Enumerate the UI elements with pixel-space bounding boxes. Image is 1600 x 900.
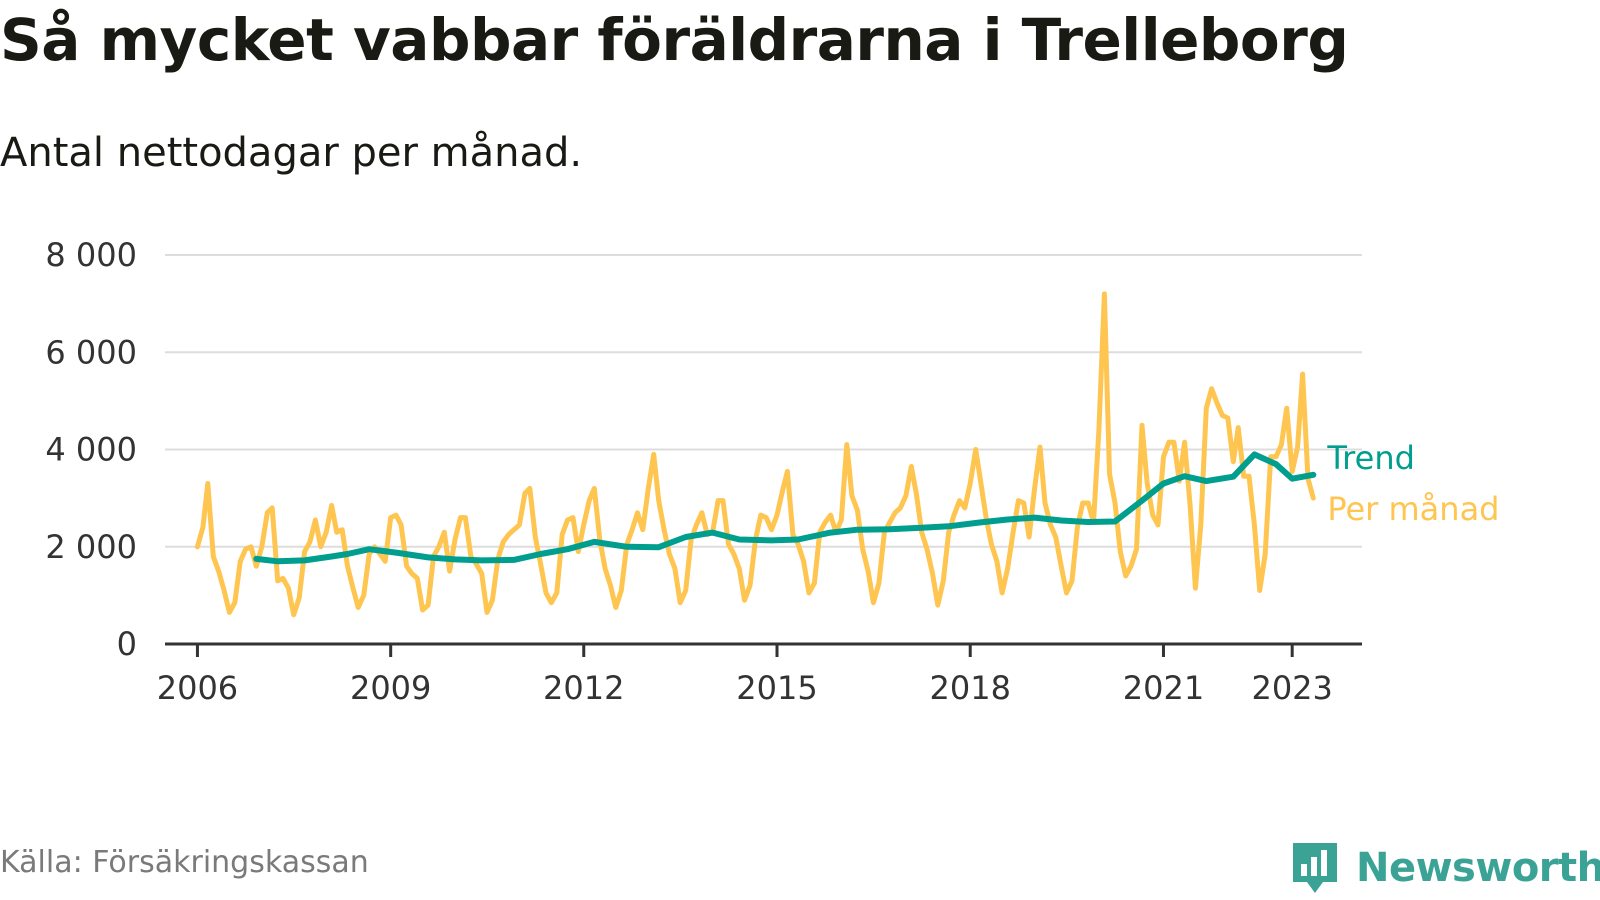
series-label: Trend bbox=[1326, 439, 1415, 477]
x-tick-label: 2018 bbox=[930, 669, 1011, 707]
x-tick-label: 2015 bbox=[736, 669, 817, 707]
trend-line bbox=[253, 451, 1317, 565]
x-tick-label: 2006 bbox=[157, 669, 238, 707]
x-tick-label: 2023 bbox=[1251, 669, 1332, 707]
series-lines bbox=[194, 291, 1317, 618]
y-tick-label: 2 000 bbox=[45, 528, 137, 566]
series-label: Per månad bbox=[1327, 490, 1499, 528]
brand-name: Newsworthy bbox=[1356, 845, 1600, 891]
x-tick-label: 2009 bbox=[350, 669, 431, 707]
x-tick-label: 2021 bbox=[1123, 669, 1204, 707]
series-labels: Per månad Trend bbox=[1326, 439, 1499, 528]
y-tick-label: 4 000 bbox=[45, 431, 137, 469]
y-tick-label: 6 000 bbox=[45, 333, 137, 371]
source-note: Källa: Försäkringskassan bbox=[0, 845, 369, 880]
y-tick-label: 0 bbox=[117, 625, 137, 663]
chart-subtitle: Antal nettodagar per månad. bbox=[0, 130, 583, 176]
x-axis-ticks: 2006 2009 2012 2015 2018 2021 2023 bbox=[157, 644, 1333, 707]
brand-logo: Newsworthy bbox=[1290, 838, 1600, 898]
per-month-line bbox=[194, 291, 1316, 618]
x-tick-label: 2012 bbox=[543, 669, 624, 707]
newsworthy-logo-icon bbox=[1293, 843, 1337, 893]
y-tick-label: 8 000 bbox=[45, 236, 137, 274]
y-axis-ticks: 0 2 000 4 000 6 000 8 000 bbox=[45, 236, 137, 663]
grid-lines bbox=[165, 254, 1362, 548]
chart-title: Så mycket vabbar föräldrarna i Trellebor… bbox=[0, 6, 1349, 74]
